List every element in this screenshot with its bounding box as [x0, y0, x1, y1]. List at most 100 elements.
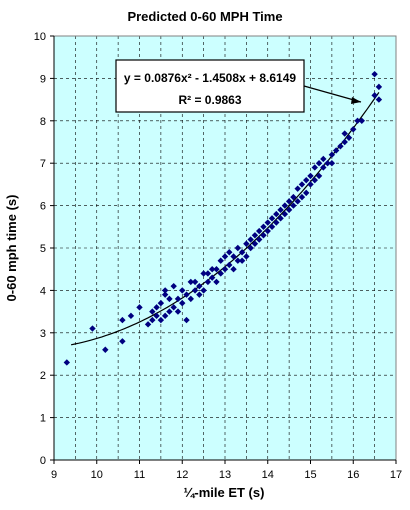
data-point — [371, 70, 378, 78]
data-point — [277, 215, 284, 222]
data-point — [119, 338, 126, 345]
data-point — [256, 227, 263, 235]
data-point — [290, 193, 297, 201]
data-point — [136, 304, 143, 311]
data-point — [102, 346, 109, 353]
data-point — [341, 130, 348, 137]
data-point — [320, 164, 327, 171]
data-point — [260, 232, 267, 239]
equation-box: y = 0.0876x² - 1.4508x + 8.6149 R² = 0.9… — [115, 59, 305, 113]
data-point — [290, 202, 297, 209]
data-point — [273, 219, 280, 226]
y-tick-label: 10 — [34, 31, 46, 43]
data-point — [238, 257, 246, 264]
data-point — [208, 266, 216, 273]
data-point — [311, 176, 318, 184]
gridlines — [54, 36, 396, 460]
data-point — [375, 83, 383, 91]
x-tick-label: 11 — [134, 469, 145, 481]
data-point — [174, 308, 182, 315]
data-point — [332, 147, 340, 154]
data-point — [311, 164, 318, 171]
data-point — [161, 287, 169, 294]
x-tick-label: 10 — [91, 469, 103, 481]
data-point — [238, 249, 246, 256]
data-point — [221, 266, 229, 273]
data-point — [166, 295, 173, 303]
data-point — [307, 172, 314, 180]
data-point — [294, 185, 301, 192]
x-tick-label: 15 — [304, 469, 316, 481]
data-point — [264, 219, 271, 226]
data-point — [281, 202, 289, 209]
data-point — [170, 282, 177, 290]
trendline-equation: y = 0.0876x² - 1.4508x + 8.6149 — [124, 71, 296, 85]
data-point — [298, 193, 306, 201]
data-point — [183, 291, 190, 298]
data-point — [324, 160, 331, 167]
y-tick-label: 4 — [40, 285, 46, 297]
data-point — [303, 189, 310, 197]
data-point — [298, 181, 306, 188]
data-point — [89, 325, 96, 332]
data-point — [328, 151, 336, 158]
data-point — [213, 278, 220, 286]
data-point — [174, 295, 182, 303]
data-point — [226, 261, 233, 269]
data-point — [273, 210, 280, 218]
y-tick-label: 2 — [40, 370, 46, 382]
data-point — [277, 206, 284, 214]
data-point — [170, 304, 177, 311]
data-point — [230, 253, 237, 260]
data-point — [179, 287, 186, 294]
data-point — [375, 96, 383, 103]
equation-arrow — [303, 85, 362, 103]
data-point — [264, 227, 271, 235]
equation-arrowhead — [351, 97, 361, 104]
data-point — [268, 223, 276, 230]
data-point — [307, 181, 314, 188]
y-axis-ticks: 0 1 2 3 4 5 6 7 8 9 10 — [34, 31, 54, 467]
data-point — [345, 134, 353, 141]
data-point — [247, 244, 254, 252]
data-point — [315, 172, 323, 180]
data-point — [251, 240, 259, 247]
chart-title: Predicted 0-60 MPH Time — [127, 9, 282, 24]
data-point — [63, 359, 71, 366]
data-point — [230, 266, 237, 273]
data-point — [328, 160, 336, 167]
x-axis-ticks: 9 10 11 12 13 14 15 16 17 — [51, 460, 402, 481]
data-point — [204, 270, 212, 277]
data-point — [217, 257, 224, 264]
data-point — [200, 287, 207, 294]
x-tick-label: 9 — [51, 469, 57, 481]
data-point — [161, 291, 169, 298]
data-point — [247, 236, 254, 243]
y-tick-label: 7 — [40, 158, 46, 170]
data-point — [149, 316, 156, 324]
data-point — [179, 299, 186, 307]
x-tick-label: 13 — [219, 469, 231, 481]
data-point — [196, 291, 203, 298]
data-point — [166, 308, 173, 315]
data-point — [285, 198, 293, 205]
data-point — [268, 215, 276, 222]
y-tick-label: 6 — [40, 201, 46, 213]
data-point — [208, 274, 216, 281]
x-tick-label: 17 — [390, 469, 402, 481]
data-point — [153, 304, 160, 311]
data-point — [127, 312, 135, 320]
data-point — [251, 232, 259, 239]
y-tick-label: 9 — [40, 73, 46, 85]
data-point — [157, 299, 165, 307]
y-axis-label: 0-60 mph time (s) — [4, 195, 19, 302]
data-point — [161, 312, 169, 320]
data-point — [191, 287, 199, 294]
data-point — [243, 253, 250, 260]
y-tick-label: 3 — [40, 328, 46, 340]
data-point — [350, 126, 357, 133]
data-point — [217, 270, 224, 277]
data-point — [157, 316, 165, 324]
equation-box-frame — [115, 59, 305, 113]
